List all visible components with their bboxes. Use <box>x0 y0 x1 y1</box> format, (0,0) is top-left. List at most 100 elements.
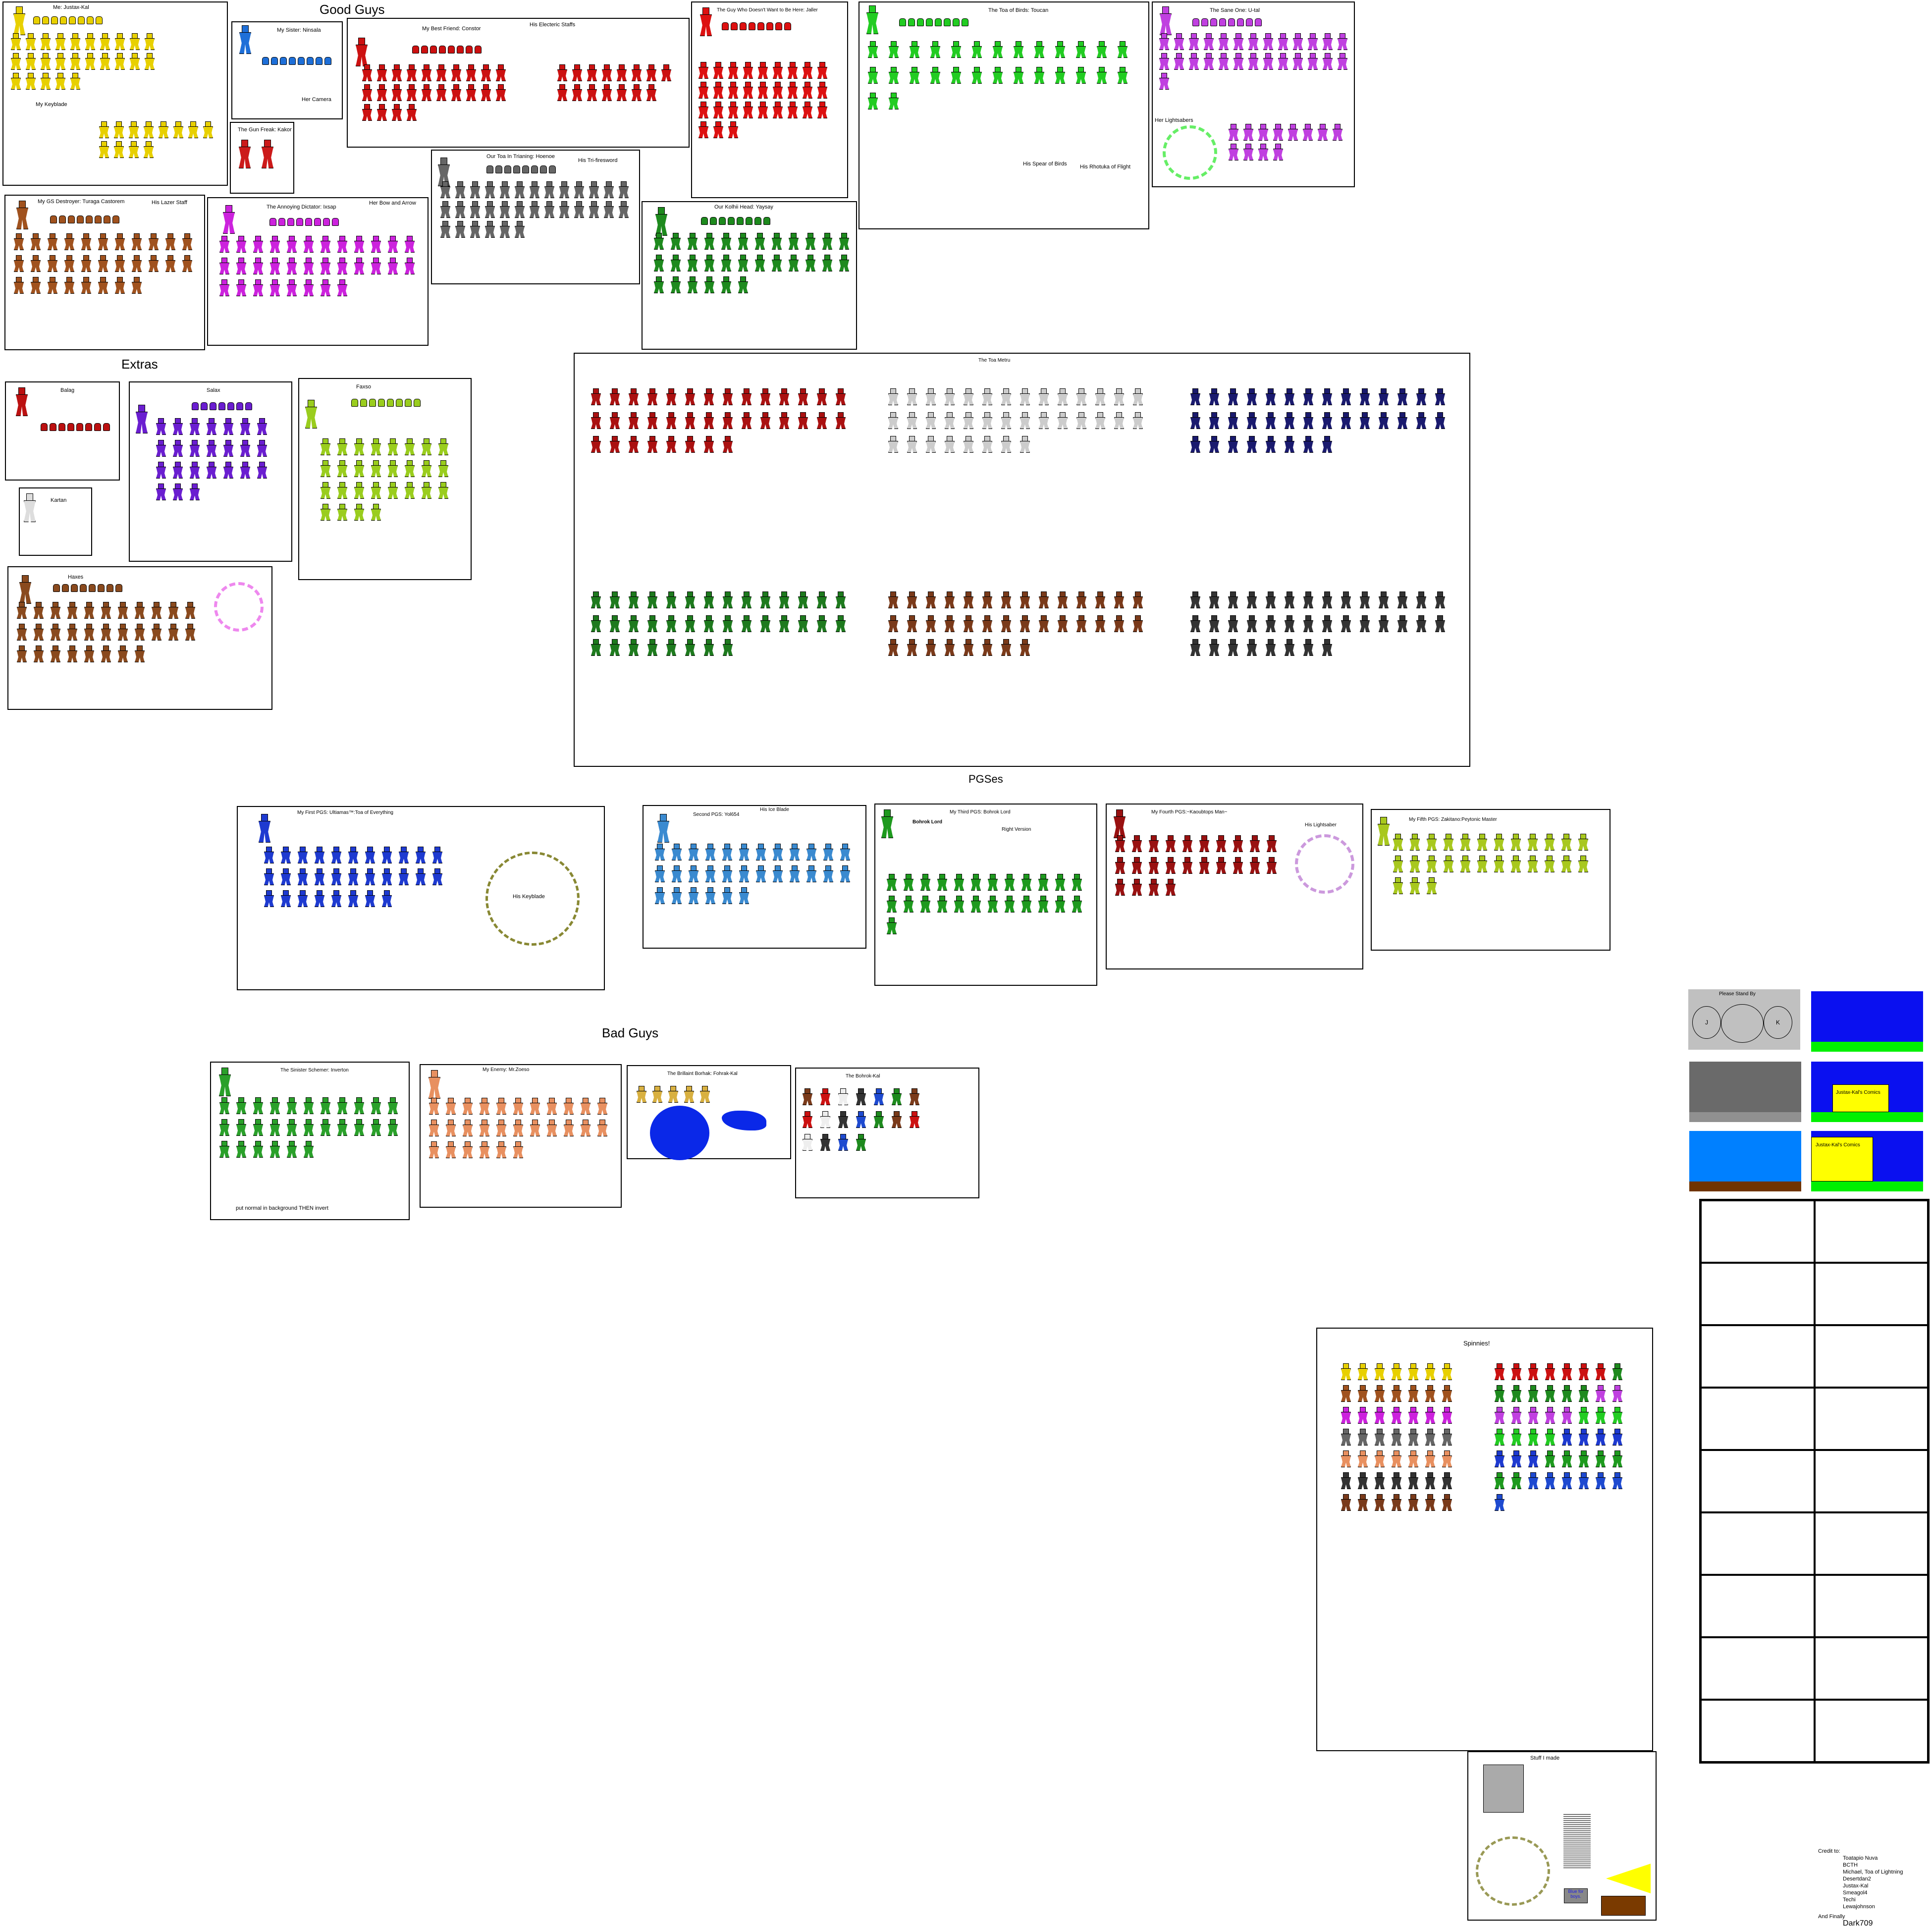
panel-jaller: The Guy Who Doesn't Want to Be Here: Jal… <box>691 1 848 198</box>
pose-sprites <box>439 181 637 280</box>
standby-title: Please Stand By <box>1719 991 1756 997</box>
circle-mask <box>1721 1004 1764 1043</box>
credit-name: Justax-Kal <box>1843 1883 1869 1889</box>
pose-sprites <box>866 41 1144 224</box>
panel-title: Faxso <box>356 384 371 390</box>
panel-title: Balag <box>60 387 75 393</box>
credits-label: Credit to: <box>1818 1848 1840 1854</box>
staff-label: His Lazer Staff <box>152 200 187 206</box>
panel-pgs3: My Third PGS: Bohrok Lord Bohrok Lord Ri… <box>874 804 1097 986</box>
character-sprite <box>304 400 317 429</box>
pose-sprites <box>1158 33 1351 117</box>
pose-sprites-2 <box>98 121 221 176</box>
panel-title: The Annoying Dictator: Ixsap <box>267 204 336 210</box>
toa-group-2 <box>887 388 1154 557</box>
pose-sprites <box>9 33 158 112</box>
pose-sprites <box>15 602 204 706</box>
pose-sprites <box>263 847 451 985</box>
panel-hoenoe: Our Toa In Trianing: Hoenoe His Tri-fire… <box>431 150 640 284</box>
pose-sprites <box>12 233 201 347</box>
mask-row <box>412 46 483 56</box>
panel-pgs1: My First PGS: Ultiamas™:Toa of Everythin… <box>237 806 605 990</box>
scene-sky-grass <box>1811 991 1923 1052</box>
panel-pgs4: My Fourth PGS:~Kaoubtops Man~ His Lights… <box>1106 804 1363 969</box>
character-sprite <box>428 1070 440 1099</box>
panel-pgs5: My Fifth PGS: Zakitano:Peytonic Master <box>1371 809 1610 951</box>
credit-name: Toatapio Nuva <box>1843 1855 1878 1861</box>
and-finally: And Finally <box>1818 1914 1845 1920</box>
pose-sprites <box>801 1088 930 1192</box>
heading-good-guys: Good Guys <box>320 2 385 17</box>
mask-row <box>701 217 772 227</box>
panel-title: Me: Justax-Kal <box>53 4 89 10</box>
panel-title: Kartan <box>51 497 67 503</box>
character-sprite <box>355 38 368 66</box>
panel-title: The Sinister Schemer: Inverton <box>280 1068 349 1073</box>
pose-sprites <box>319 438 463 572</box>
panel-title: My Third PGS: Bohrok Lord <box>950 809 1011 815</box>
panel-fohrak-kal: The Brillaint Borhak: Fohrak-Kal <box>627 1065 791 1160</box>
panel-constor: My Best Friend: Constor His Electeric St… <box>347 18 690 148</box>
pose-sprites <box>885 874 1093 978</box>
character-sprite <box>15 201 28 229</box>
camera-label: Her Camera <box>302 97 331 103</box>
panel-title: My Enemy: Mr.Zoeso <box>483 1067 530 1073</box>
mask-row <box>53 584 124 594</box>
pose-sprites <box>218 1097 401 1196</box>
mask-row <box>41 423 112 433</box>
bow-label: Her Bow and Arrow <box>369 200 416 206</box>
credit-name: Smeagol4 <box>1843 1890 1868 1896</box>
panel-inverton: The Sinister Schemer: Inverton put norma… <box>210 1062 410 1220</box>
panel-justax-kal: Me: Justax-Kal My Keyblade <box>2 1 228 186</box>
character-sprite <box>1113 809 1126 838</box>
striped-block <box>1563 1814 1591 1869</box>
panel-title: My Sister: Ninsala <box>277 27 321 33</box>
blue-squiggle-shape <box>722 1111 766 1130</box>
panel-title: The Brillaint Borhak: Fohrak-Kal <box>667 1071 738 1076</box>
lightsaber-ring-icon <box>214 582 264 632</box>
panel-title: My GS Destroyer: Turaga Castorem <box>38 199 125 205</box>
character-sprite <box>218 1068 231 1096</box>
rhotuka-label: His Rhotuka of Flight <box>1080 164 1131 170</box>
character-sprite <box>437 158 450 186</box>
character-parts <box>261 140 273 168</box>
panel-ixsap: The Annoying Dictator: Ixsap Her Bow and… <box>207 197 429 346</box>
panel-stuff-i-made: Stuff I made Blue for boys. <box>1467 1751 1657 1921</box>
panel-yaysay: Our Kolhii Head: Yaysay <box>642 201 857 350</box>
heading-pgses: PGSes <box>968 773 1003 785</box>
bed-shape <box>1601 1896 1646 1916</box>
pose-sprites <box>428 1098 616 1202</box>
panel-title: Haxes <box>68 574 84 580</box>
spear-label: His Spear of Birds <box>1023 161 1067 167</box>
panel-title: My Fourth PGS:~Kaoubtops Man~ <box>1151 809 1228 815</box>
toa-group-6 <box>1189 591 1456 760</box>
panel-toucan: The Toa of Birds: Toucan His Spear of Bi… <box>859 1 1149 229</box>
panel-title: Stuff I made <box>1530 1755 1560 1761</box>
lightsaber-ring-icon <box>1163 125 1217 180</box>
panel-title: My Best Friend: Constor <box>422 26 481 32</box>
robot-sprite <box>1483 1765 1524 1813</box>
toa-group-4 <box>590 591 857 760</box>
staff-label: His Electeric Staffs <box>530 22 576 28</box>
character-sprite <box>1377 817 1390 846</box>
character-sprite <box>135 405 148 433</box>
character-sprite <box>656 814 669 843</box>
mask-row <box>1192 18 1264 29</box>
pose-sprites-2 <box>556 64 680 144</box>
spinny-column-left <box>1340 1363 1468 1745</box>
pose-sprites <box>635 1086 749 1116</box>
panel-spinnies: Spinnies! <box>1316 1328 1653 1751</box>
final-credit: Dark709 <box>1843 1919 1873 1928</box>
credits: Credit to: Toatapio Nuva BCTH Michael, T… <box>1818 1848 1903 1928</box>
pose-sprites <box>1392 834 1600 945</box>
credit-name: Techi <box>1843 1897 1856 1903</box>
panel-title: The Toa of Birds: Toucan <box>988 7 1049 13</box>
character-sprite <box>880 809 893 838</box>
character-sprite <box>222 205 235 234</box>
character-sprite <box>238 140 251 168</box>
pose-sprites <box>697 62 841 191</box>
character-sprite <box>258 814 270 843</box>
lightsabers-label: Her Lightsabers <box>1155 117 1193 123</box>
panel-salax: Salax <box>129 381 292 562</box>
panel-haxes: Haxes <box>7 566 272 710</box>
